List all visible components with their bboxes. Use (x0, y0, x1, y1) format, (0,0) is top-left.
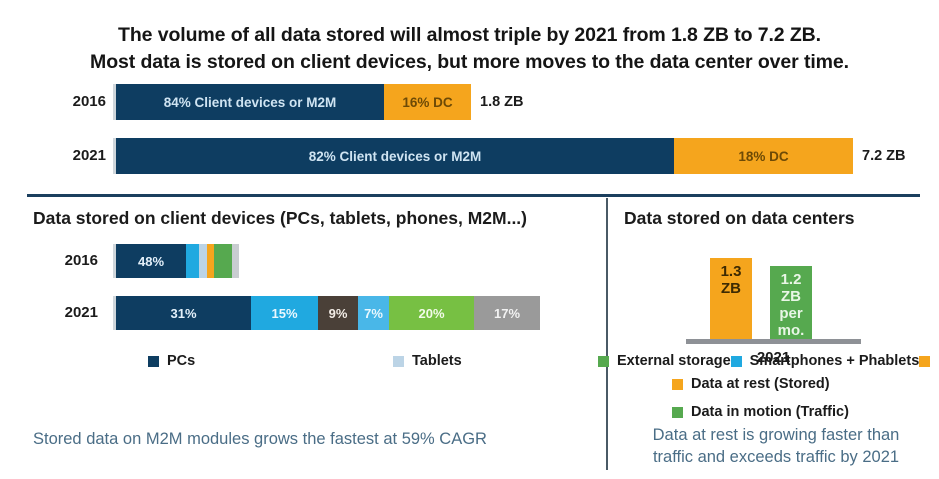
client-segment-m2m-2016 (207, 244, 214, 278)
dc-axis-label: 2021 (756, 349, 791, 366)
data-center-legend: Data at rest (Stored) Data in motion (Tr… (672, 370, 922, 426)
client-segment-external-storage-2016 (214, 244, 232, 278)
right-panel-footer-note: Data at rest is growing faster than traf… (620, 424, 932, 468)
dc-bar-value-line-1: 1.3 (720, 263, 742, 280)
dc-bar-data-in-motion: 1.2 ZB per mo. (770, 266, 812, 340)
headline-line-1: The volume of all data stored will almos… (118, 24, 821, 46)
overview-year-label: 2016 (72, 93, 106, 110)
dc-bar-value-line-4: mo. (777, 322, 805, 339)
client-bar-2021: 31% 15% 9% 7% 20% 17% (113, 296, 540, 330)
overview-year-label: 2021 (72, 147, 106, 164)
client-year-label: 2021 (64, 304, 98, 321)
client-devices-legend: PCs Tablets External storage Smartphones… (148, 350, 939, 372)
legend-label: Data at rest (Stored) (691, 376, 830, 392)
client-row-2021: 2021 31% 15% 9% 7% 20% 17% (0, 296, 606, 330)
left-panel-title: Data stored on client devices (PCs, tabl… (33, 208, 527, 228)
legend-swatch-icon (919, 355, 931, 367)
client-segment-others-2016 (232, 244, 239, 278)
right-panel-title: Data stored on data centers (624, 208, 855, 228)
legend-item-data-in-motion: Data in motion (Traffic) (672, 398, 922, 426)
client-segment-pcs-2021: 31% (116, 296, 251, 330)
overview-row-2021: 2021 82% Client devices or M2M 18% DC 7.… (0, 138, 939, 174)
dc-axis-baseline (686, 339, 861, 344)
legend-label: Tablets (412, 353, 462, 369)
client-segment-pcs-2016: 48% (116, 244, 186, 278)
overview-segment-client-2016: 84% Client devices or M2M (116, 84, 384, 120)
legend-label: Data in motion (Traffic) (691, 404, 849, 420)
overview-bar-2021: 82% Client devices or M2M 18% DC (113, 138, 853, 174)
headline: The volume of all data stored will almos… (0, 22, 939, 76)
client-row-2016: 2016 48% (0, 244, 606, 278)
legend-item-pcs: PCs (148, 350, 393, 372)
client-segment-m2m-2021: 9% (318, 296, 358, 330)
dc-bar-data-at-rest: 1.3 ZB (710, 258, 752, 340)
overview-total-2016: 1.8 ZB (480, 94, 524, 110)
overview-total-2021: 7.2 ZB (862, 148, 906, 164)
client-segment-smartphones-2016 (186, 244, 199, 278)
client-year-label: 2016 (64, 252, 98, 269)
overview-segment-client-2021: 82% Client devices or M2M (116, 138, 674, 174)
overview-segment-dc-2021: 18% DC (674, 138, 853, 174)
legend-label: Smartphones + Phablets (749, 353, 920, 369)
legend-item-external-storage: External storage (598, 350, 731, 372)
client-segment-tablets-2021: 7% (358, 296, 389, 330)
client-segment-others-2021: 17% (474, 296, 540, 330)
legend-item-tablets: Tablets (393, 350, 598, 372)
vertical-divider (606, 198, 608, 470)
left-panel-footer-note: Stored data on M2M modules grows the fas… (33, 430, 487, 448)
client-segment-tablets-2016 (199, 244, 207, 278)
client-segment-external-storage-2021: 20% (389, 296, 474, 330)
overview-segment-dc-2016: 16% DC (384, 84, 471, 120)
client-bar-2016: 48% (113, 244, 239, 278)
right-footer-line-2: traffic and exceeds traffic by 2021 (652, 448, 900, 466)
overview-chart: 2016 84% Client devices or M2M 16% DC 1.… (0, 84, 939, 184)
legend-label: External storage (617, 353, 731, 369)
overview-bar-2016: 84% Client devices or M2M 16% DC (113, 84, 471, 120)
legend-label: PCs (167, 353, 196, 369)
client-segment-smartphones-2021: 15% (251, 296, 318, 330)
horizontal-divider (27, 194, 920, 197)
legend-swatch-icon (672, 378, 683, 390)
dc-bar-value-line-2: ZB (781, 288, 801, 305)
legend-item-data-at-rest: Data at rest (Stored) (672, 370, 922, 398)
legend-item-smartphones-phablets: Smartphones + Phablets (730, 350, 920, 372)
client-devices-chart: 2016 48% 2021 31% 15% 9% 7% 20% 17% (0, 244, 606, 344)
legend-swatch-icon (672, 406, 683, 418)
headline-line-2: Most data is stored on client devices, b… (90, 51, 849, 73)
dc-bar-value-line-2: ZB (721, 280, 741, 297)
dc-bar-value-line-1: 1.2 (780, 271, 802, 288)
legend-swatch-icon (148, 355, 159, 367)
right-footer-line-1: Data at rest is growing faster than (652, 426, 900, 444)
dc-bar-value-line-3: per (779, 305, 803, 322)
legend-swatch-icon (598, 355, 609, 367)
legend-swatch-icon (730, 355, 742, 367)
data-center-chart: 1.3 ZB 1.2 ZB per mo. 2021 (606, 236, 939, 366)
legend-swatch-icon (393, 355, 404, 367)
overview-row-2016: 2016 84% Client devices or M2M 16% DC 1.… (0, 84, 939, 120)
